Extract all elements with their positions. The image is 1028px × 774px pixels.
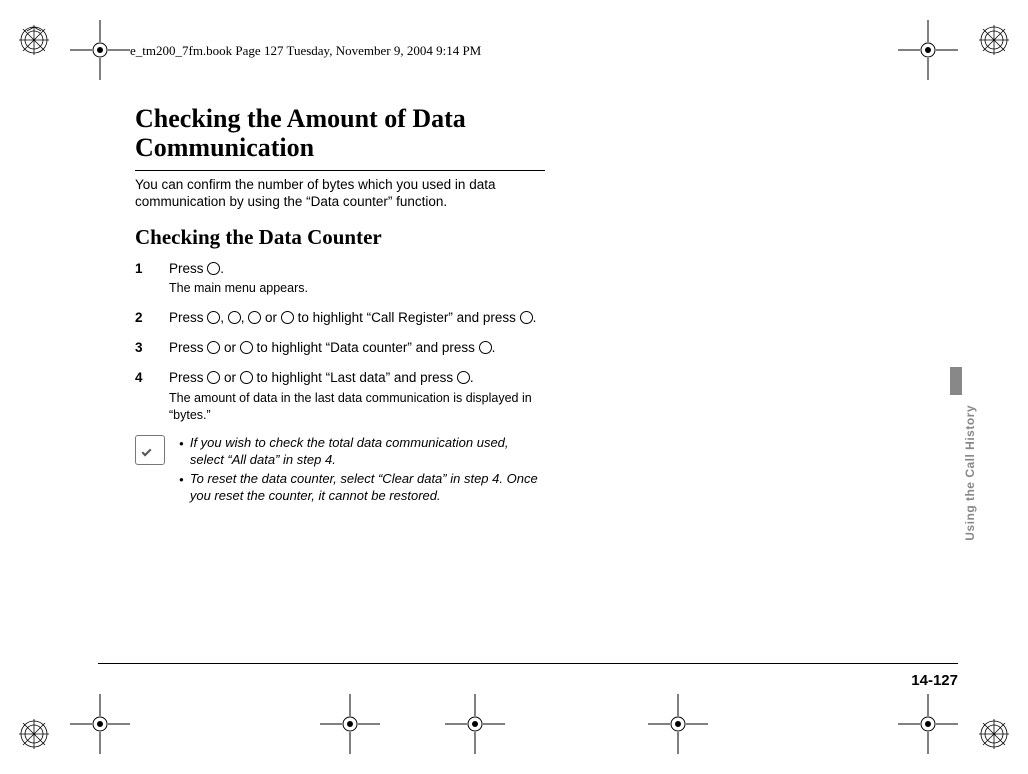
note-text: If you wish to check the total data comm… [190, 435, 545, 469]
running-header: e_tm200_7fm.book Page 127 Tuesday, Novem… [130, 43, 481, 59]
step-text: . [533, 310, 537, 325]
note-text: To reset the data counter, select “Clear… [190, 471, 545, 505]
step-subtext: The amount of data in the last data comm… [169, 390, 545, 424]
crop-mark-icon [320, 694, 380, 754]
step-1: 1 Press . The main menu appears. [135, 260, 545, 297]
step-body: Press or to highlight “Last data” and pr… [169, 369, 545, 423]
step-number: 2 [135, 309, 169, 327]
subheading: Checking the Data Counter [135, 225, 545, 250]
crop-mark-icon [445, 694, 505, 754]
crop-mark-icon [648, 694, 708, 754]
page: e_tm200_7fm.book Page 127 Tuesday, Novem… [0, 0, 1028, 774]
registration-mark-icon [16, 22, 52, 58]
page-title: Checking the Amount of Data Communicatio… [135, 105, 545, 162]
side-tab-bar [950, 367, 962, 395]
page-number: 14-127 [911, 672, 958, 689]
note-item: If you wish to check the total data comm… [179, 435, 545, 469]
step-text: . [492, 340, 496, 355]
center-key-icon [520, 311, 533, 324]
note-item: To reset the data counter, select “Clear… [179, 471, 545, 505]
down-key-icon [240, 341, 253, 354]
step-text: or [261, 310, 281, 325]
up-key-icon [207, 371, 220, 384]
step-text: to highlight “Call Register” and press [294, 310, 520, 325]
step-body: Press . The main menu appears. [169, 260, 545, 297]
step-text: Press [169, 370, 207, 385]
registration-mark-icon [976, 22, 1012, 58]
step-3: 3 Press or to highlight “Data counter” a… [135, 339, 545, 357]
registration-mark-icon [16, 716, 52, 752]
side-tab: Using the Call History [963, 405, 980, 590]
right-key-icon [281, 311, 294, 324]
footer-rule [98, 663, 958, 664]
center-key-icon [457, 371, 470, 384]
step-number: 1 [135, 260, 169, 297]
note-list: If you wish to check the total data comm… [179, 435, 545, 507]
center-key-icon [479, 341, 492, 354]
step-2: 2 Press , , or to highlight “Call Regist… [135, 309, 545, 327]
down-key-icon [240, 371, 253, 384]
step-subtext: The main menu appears. [169, 280, 545, 297]
intro-paragraph: You can confirm the number of bytes whic… [135, 177, 545, 211]
crop-mark-icon [70, 20, 130, 80]
content-column: Checking the Amount of Data Communicatio… [135, 105, 545, 507]
left-key-icon [248, 311, 261, 324]
center-key-icon [207, 262, 220, 275]
step-number: 4 [135, 369, 169, 423]
step-text: or [220, 340, 240, 355]
step-text: Press [169, 261, 207, 276]
step-text: Press [169, 310, 207, 325]
step-text: Press [169, 340, 207, 355]
crop-mark-icon [70, 694, 130, 754]
step-text: to highlight “Data counter” and press [253, 340, 479, 355]
checkmark-note-icon [135, 435, 165, 465]
side-tab-label: Using the Call History [963, 405, 977, 541]
step-body: Press or to highlight “Data counter” and… [169, 339, 545, 357]
crop-mark-icon [898, 694, 958, 754]
registration-mark-icon [976, 716, 1012, 752]
step-body: Press , , or to highlight “Call Register… [169, 309, 545, 327]
step-text: to highlight “Last data” and press [253, 370, 457, 385]
up-key-icon [207, 341, 220, 354]
step-4: 4 Press or to highlight “Last data” and … [135, 369, 545, 423]
step-text: . [220, 261, 224, 276]
step-number: 3 [135, 339, 169, 357]
crop-mark-icon [898, 20, 958, 80]
down-key-icon [228, 311, 241, 324]
up-key-icon [207, 311, 220, 324]
note-block: If you wish to check the total data comm… [135, 435, 545, 507]
step-text: or [220, 370, 240, 385]
step-text: , [241, 310, 249, 325]
horizontal-rule [135, 170, 545, 171]
step-text: . [470, 370, 474, 385]
step-text: , [220, 310, 228, 325]
